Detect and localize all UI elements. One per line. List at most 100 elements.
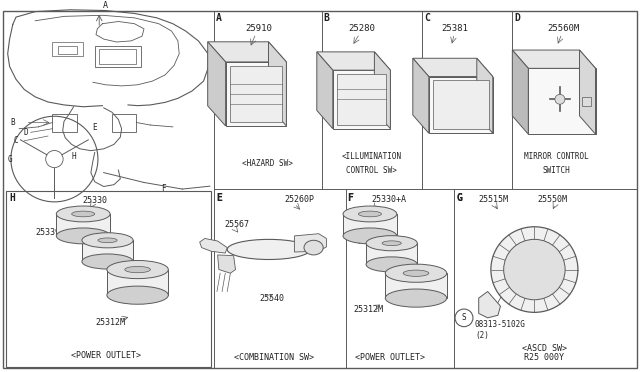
Ellipse shape [56, 206, 110, 222]
Circle shape [555, 94, 565, 104]
Text: <POWER OUTLET>: <POWER OUTLET> [70, 351, 141, 360]
Text: E: E [216, 193, 222, 203]
Circle shape [504, 239, 565, 300]
Text: 25515M: 25515M [479, 195, 509, 204]
Text: F: F [348, 193, 353, 203]
Polygon shape [294, 234, 326, 252]
Polygon shape [317, 52, 390, 70]
Text: G: G [7, 155, 12, 164]
Ellipse shape [343, 206, 397, 222]
Ellipse shape [385, 264, 447, 282]
Ellipse shape [107, 286, 168, 304]
Ellipse shape [343, 228, 397, 244]
Text: A: A [102, 1, 108, 10]
Text: 25312M: 25312M [95, 318, 125, 327]
Polygon shape [207, 42, 226, 126]
Text: 25330+A: 25330+A [371, 195, 406, 204]
Ellipse shape [56, 228, 110, 244]
Text: 25260P: 25260P [285, 195, 315, 204]
Polygon shape [200, 238, 227, 253]
Text: E: E [216, 193, 222, 203]
Text: D: D [514, 13, 520, 23]
Text: C: C [424, 13, 430, 23]
Text: 25567: 25567 [224, 221, 249, 230]
Text: C: C [13, 136, 19, 145]
Polygon shape [82, 240, 133, 262]
Text: H: H [10, 193, 15, 203]
Polygon shape [433, 80, 489, 129]
Ellipse shape [304, 240, 323, 255]
Polygon shape [207, 42, 287, 62]
Text: 25339: 25339 [348, 234, 372, 243]
Polygon shape [366, 243, 417, 264]
Text: B: B [324, 13, 330, 23]
Polygon shape [343, 214, 397, 236]
Ellipse shape [82, 233, 133, 248]
Ellipse shape [72, 211, 95, 217]
Text: R25 000Y: R25 000Y [524, 353, 564, 362]
Ellipse shape [385, 289, 447, 307]
Polygon shape [413, 58, 493, 77]
Text: (2): (2) [475, 331, 489, 340]
Text: MIRROR CONTROL: MIRROR CONTROL [524, 152, 589, 161]
Ellipse shape [358, 211, 381, 217]
Text: G: G [456, 193, 462, 203]
Ellipse shape [366, 236, 417, 251]
Text: 25312M: 25312M [353, 305, 383, 314]
Polygon shape [477, 58, 493, 133]
Ellipse shape [82, 254, 133, 269]
Polygon shape [429, 77, 493, 133]
Polygon shape [512, 50, 595, 68]
Text: S: S [461, 313, 467, 323]
Text: E: E [92, 123, 97, 132]
Text: D: D [23, 128, 28, 137]
Text: A: A [216, 13, 222, 23]
Polygon shape [107, 270, 168, 295]
Text: <HAZARD SW>: <HAZARD SW> [242, 159, 293, 168]
Text: B: B [10, 118, 15, 127]
Text: <COMBINATION SW>: <COMBINATION SW> [234, 353, 314, 362]
Text: 25560M: 25560M [547, 23, 579, 33]
Ellipse shape [382, 241, 401, 246]
Text: CONTROL SW>: CONTROL SW> [346, 166, 397, 175]
Text: F: F [161, 184, 166, 193]
Text: 25330: 25330 [82, 196, 108, 205]
Text: 25381: 25381 [441, 23, 468, 33]
Polygon shape [269, 42, 287, 126]
Polygon shape [580, 50, 595, 134]
Polygon shape [374, 52, 390, 129]
Polygon shape [528, 68, 595, 134]
Text: H: H [71, 153, 76, 161]
FancyBboxPatch shape [582, 97, 591, 106]
Text: F: F [348, 193, 353, 203]
Polygon shape [317, 52, 333, 129]
Text: 25910: 25910 [246, 23, 273, 33]
Polygon shape [226, 62, 287, 126]
Text: 25339: 25339 [35, 228, 61, 237]
Ellipse shape [403, 270, 429, 276]
Text: 25280: 25280 [348, 23, 375, 33]
Text: 08313-5102G: 08313-5102G [475, 320, 525, 329]
Ellipse shape [366, 257, 417, 272]
Text: 25540: 25540 [259, 294, 284, 303]
Text: G: G [456, 193, 462, 203]
Polygon shape [385, 273, 447, 298]
Text: <ASCD SW>: <ASCD SW> [522, 344, 566, 353]
Polygon shape [413, 58, 429, 133]
Polygon shape [337, 74, 387, 125]
Text: <POWER OUTLET>: <POWER OUTLET> [355, 353, 426, 362]
Polygon shape [512, 50, 528, 134]
Ellipse shape [125, 266, 150, 273]
Polygon shape [479, 292, 500, 318]
Circle shape [491, 227, 578, 312]
Polygon shape [230, 66, 282, 122]
Ellipse shape [227, 239, 310, 260]
Text: SWITCH: SWITCH [543, 166, 571, 175]
Polygon shape [56, 214, 110, 236]
Polygon shape [333, 70, 390, 129]
Polygon shape [218, 255, 236, 273]
Ellipse shape [98, 238, 117, 243]
Ellipse shape [107, 260, 168, 279]
Text: 25550M: 25550M [538, 195, 568, 204]
Text: <ILLUMINATION: <ILLUMINATION [341, 152, 401, 161]
